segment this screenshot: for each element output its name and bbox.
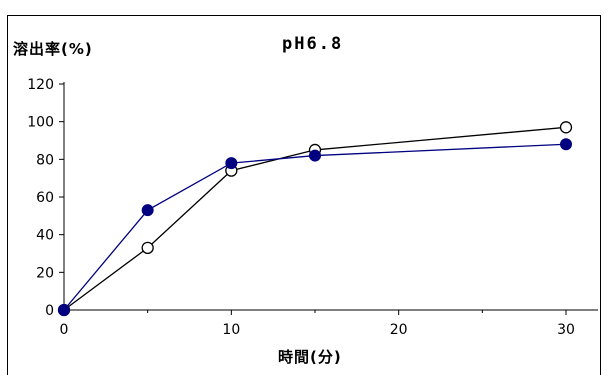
series-2-point	[58, 304, 70, 316]
x-tick-label: 30	[557, 322, 575, 338]
series-1-point	[141, 241, 154, 255]
series-2-point	[141, 204, 154, 217]
y-tick-label: 100	[27, 115, 54, 131]
y-tick-label: 80	[36, 152, 54, 168]
series-1-point	[559, 121, 573, 134]
chart-frame	[7, 15, 601, 375]
y-axis-label: 溶出率(%)	[13, 40, 93, 58]
series-2-point	[560, 138, 572, 151]
x-tick-label: 0	[60, 322, 69, 338]
y-tick-label: 40	[36, 228, 54, 244]
x-axis-label: 時間(分)	[278, 348, 342, 366]
y-tick-label: 60	[36, 190, 54, 206]
y-tick-label: 0	[45, 303, 54, 319]
y-tick-label: 20	[36, 265, 54, 281]
x-tick-label: 10	[222, 322, 240, 338]
y-tick-label: 120	[27, 77, 54, 93]
x-tick-label: 20	[390, 322, 408, 338]
chart-plot: 0 20 40 60 80 100 120 0 10 20 30	[27, 77, 598, 338]
series-2-point	[309, 149, 321, 162]
chart-title: pH6.8	[282, 34, 344, 54]
series-2-line	[63, 143, 567, 311]
series-2-point	[225, 157, 238, 170]
